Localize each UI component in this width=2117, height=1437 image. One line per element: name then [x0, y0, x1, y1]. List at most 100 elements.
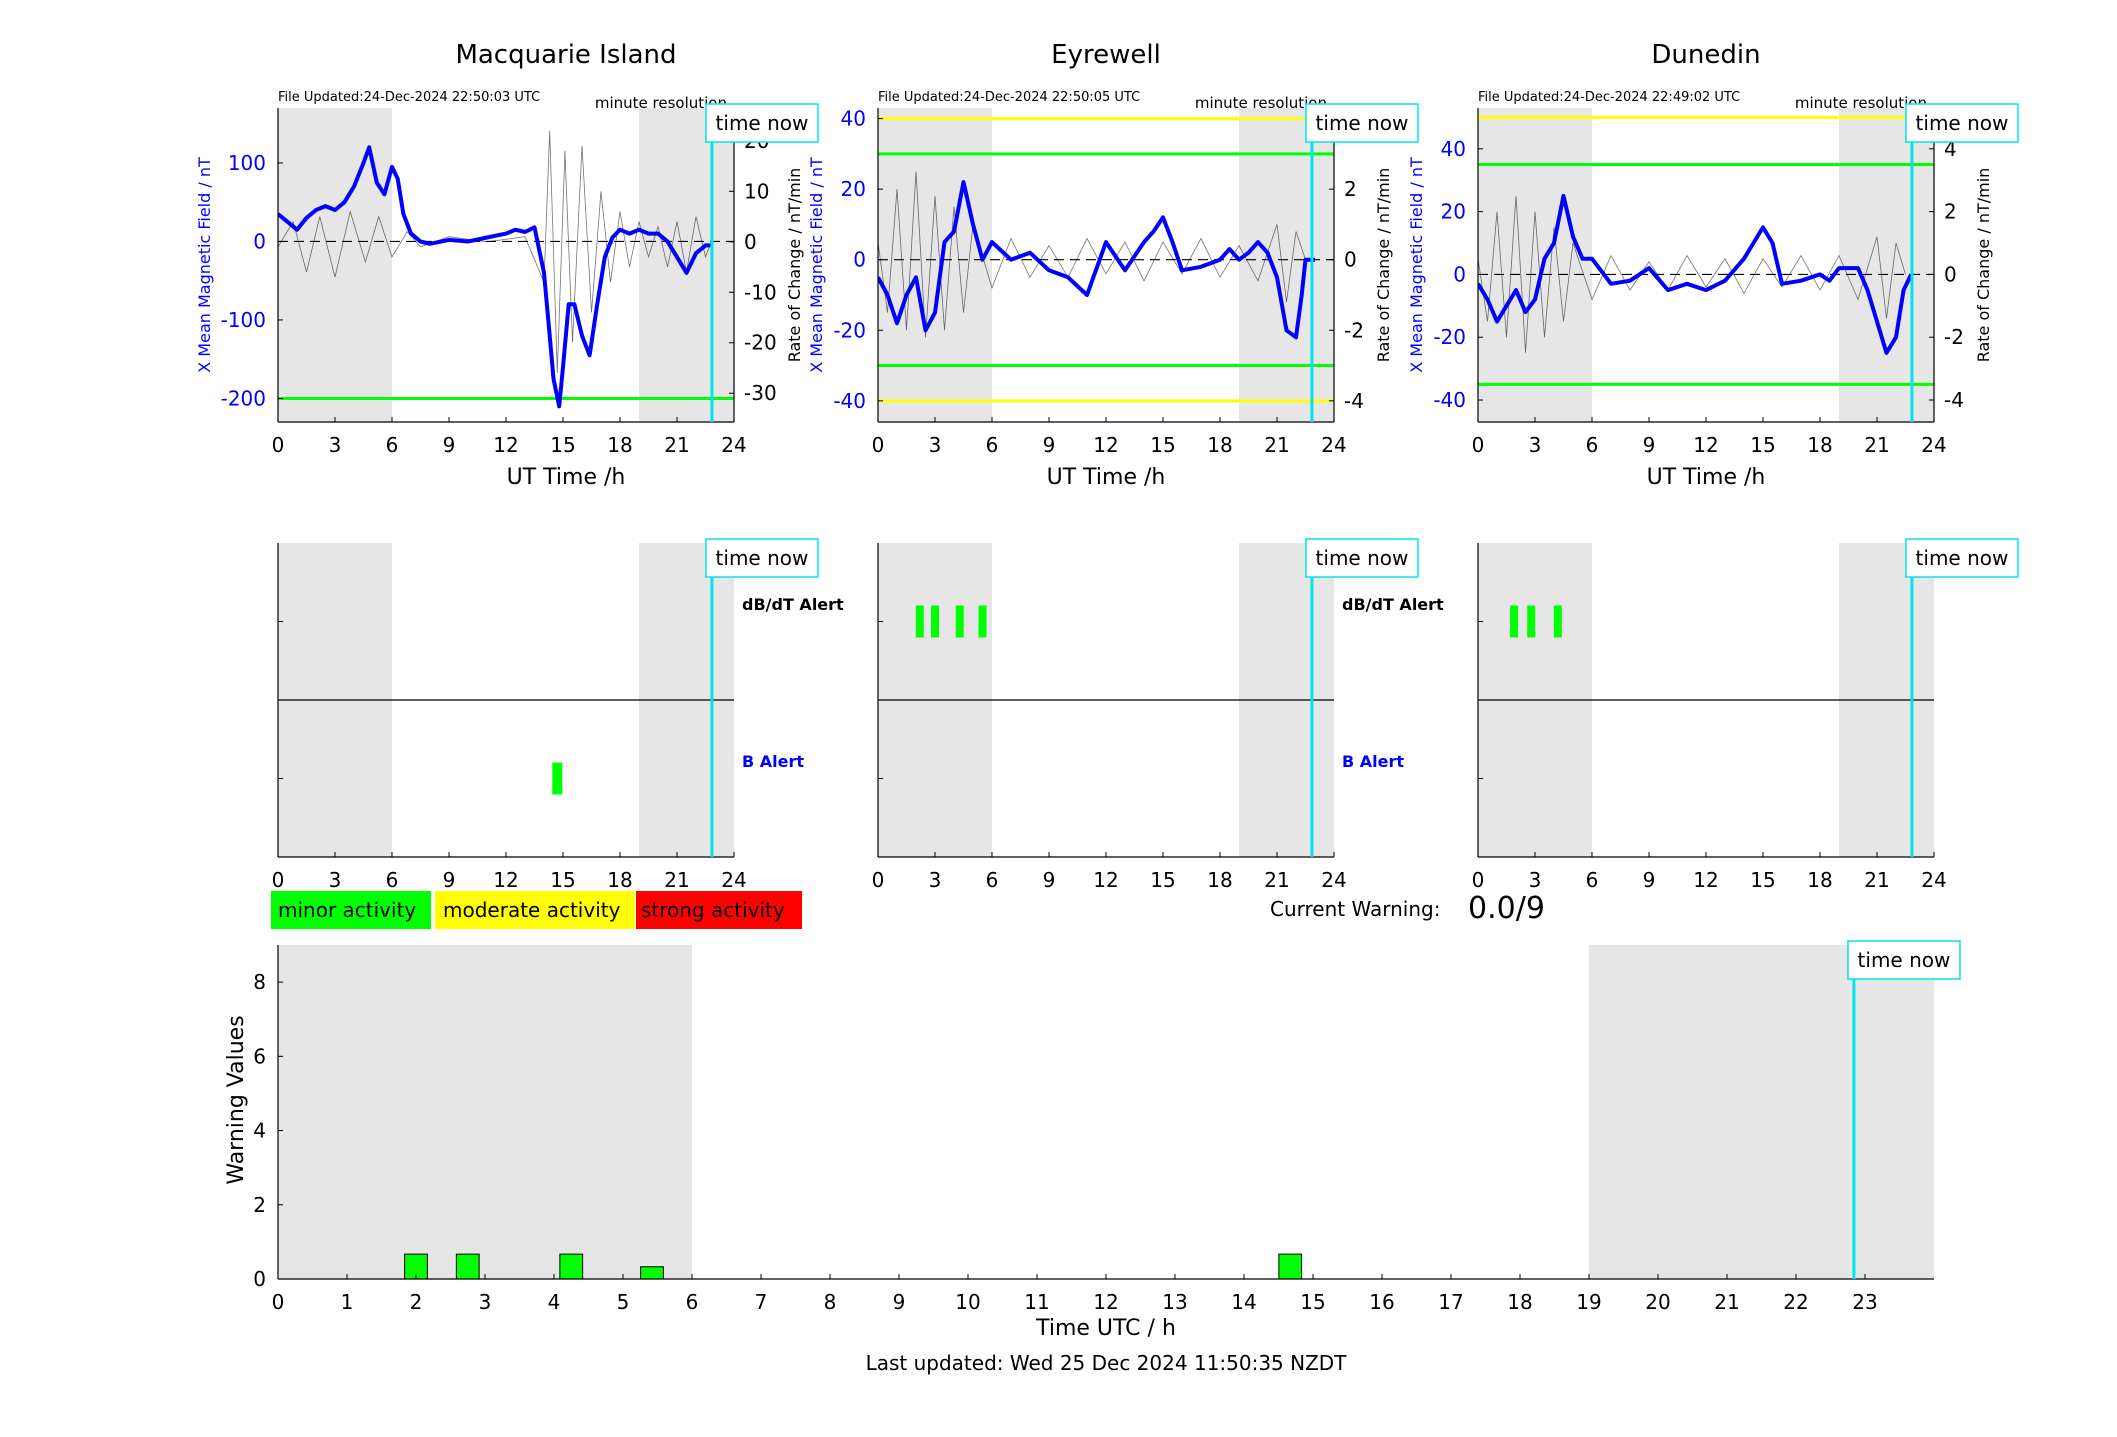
- x-tick-label: 4: [548, 1290, 561, 1314]
- x-axis-label: UT Time /h: [1647, 465, 1766, 490]
- y-right-tick-label: -2: [1944, 325, 1964, 349]
- night-band: [878, 108, 992, 422]
- warning-values-chart: 0 1 2 3 4 5 6 7 8 9 10 11 12 13 14 15 16 17 18 19 20 21 22 2302…: [224, 940, 1961, 1341]
- x-tick-label: 15: [1150, 868, 1175, 892]
- x-tick-label: 6: [386, 433, 399, 457]
- x-tick-label: 0: [272, 868, 285, 892]
- x-tick-label: 9: [443, 868, 456, 892]
- y-left-tick-label: -20: [833, 318, 866, 342]
- x-axis-label: UT Time /h: [1047, 465, 1166, 490]
- b-alert-label: B Alert: [742, 752, 804, 771]
- x-tick-label: 21: [1714, 1290, 1739, 1314]
- night-band: [639, 108, 734, 422]
- y-tick-label: 0: [253, 1267, 266, 1291]
- x-tick-label: 21: [664, 868, 689, 892]
- y-right-tick-label: -4: [1944, 388, 1964, 412]
- y-left-tick-label: 100: [228, 151, 266, 175]
- x-axis-label: Time UTC / h: [1035, 1316, 1176, 1341]
- y-right-tick-label: 2: [1944, 200, 1957, 224]
- x-tick-label: 0: [272, 1290, 285, 1314]
- y-right-tick-label: -4: [1344, 389, 1364, 413]
- time-now-marker: time now: [1305, 538, 1419, 857]
- x-tick-label: 9: [1043, 433, 1056, 457]
- night-band: [1589, 945, 1934, 1279]
- x-tick-label: 3: [479, 1290, 492, 1314]
- panel-title: Macquarie Island: [455, 40, 676, 70]
- x-tick-label: 12: [493, 433, 518, 457]
- dbdt-alert-mark: [1527, 605, 1536, 638]
- x-tick-label: 18: [607, 868, 632, 892]
- x-tick-label: 24: [1321, 433, 1346, 457]
- activity-legend: minor activity moderate activity strong …: [271, 891, 802, 929]
- rate-of-change-line: [278, 130, 712, 374]
- x-tick-label: 3: [329, 433, 342, 457]
- warning-bar: [1278, 1253, 1303, 1280]
- x-tick-label: 2: [410, 1290, 423, 1314]
- dbdt-alert-mark: [915, 605, 924, 638]
- dunedin-magnetic-panel: Dunedin File Updated:24-Dec-2024 22:49:0…: [1407, 40, 2019, 490]
- file-updated-text: File Updated:24-Dec-2024 22:50:03 UTC: [278, 90, 540, 105]
- night-band: [278, 945, 692, 1279]
- x-tick-label: 24: [721, 433, 746, 457]
- x-tick-label: 1: [341, 1290, 354, 1314]
- dbdt-alert-label: dB/dT Alert: [1342, 595, 1444, 614]
- x-tick-label: 21: [664, 433, 689, 457]
- time-now-box: [705, 538, 819, 578]
- x-tick-label: 6: [386, 868, 399, 892]
- y-left-tick-label: 40: [1441, 137, 1466, 161]
- y-left-tick-label: 0: [253, 229, 266, 253]
- time-now-marker: time now: [1847, 940, 1961, 1279]
- y-left-axis-label: X Mean Magnetic Field / nT: [195, 157, 214, 373]
- resolution-text: minute resolution: [1195, 94, 1327, 112]
- y-right-tick-label: -10: [744, 280, 777, 304]
- time-now-marker: time now: [1905, 103, 2019, 422]
- time-now-box: [1305, 538, 1419, 578]
- y-left-tick-label: -40: [1433, 388, 1466, 412]
- dbdt-alert-label: dB/dT Alert: [742, 595, 844, 614]
- x-tick-label: 18: [1507, 1290, 1532, 1314]
- x-tick-label: 3: [1529, 433, 1542, 457]
- time-now-label: time now: [1858, 948, 1951, 972]
- time-now-box: [1905, 103, 2019, 143]
- x-tick-label: 0: [1472, 868, 1485, 892]
- y-tick-label: 2: [253, 1193, 266, 1217]
- warning-bar: [455, 1253, 480, 1280]
- tick-labels: 0 1 2 3 4 5 6 7 8 9 10 11 12 13 14 15 16 17 18 19 20 21 22 2302…: [253, 970, 1877, 1314]
- y-left-axis-label: X Mean Magnetic Field / nT: [1407, 157, 1426, 373]
- x-tick-label: 15: [1150, 433, 1175, 457]
- panel-title: Dunedin: [1651, 40, 1760, 70]
- rate-of-change-line: [1478, 195, 1906, 353]
- y-tick-label: 8: [253, 970, 266, 994]
- x-tick-label: 0: [272, 433, 285, 457]
- x-tick-label: 18: [1207, 433, 1232, 457]
- dbdt-alert-mark: [1553, 605, 1562, 638]
- y-left-tick-label: -40: [833, 389, 866, 413]
- x-tick-label: 18: [1807, 433, 1832, 457]
- x-tick-label: 9: [443, 433, 456, 457]
- night-band: [1839, 108, 1934, 422]
- x-tick-label: 24: [721, 868, 746, 892]
- legend-moderate-label: moderate activity: [443, 898, 621, 922]
- y-right-axis-label: Rate of Change / nT/min: [785, 168, 804, 363]
- y-right-axis-label: Rate of Change / nT/min: [1974, 168, 1993, 363]
- time-now-label: time now: [1916, 546, 2009, 570]
- series-group: [878, 171, 1334, 340]
- x-tick-label: 9: [893, 1290, 906, 1314]
- x-tick-label: 18: [1207, 868, 1232, 892]
- y-right-tick-label: 10: [744, 179, 769, 203]
- x-tick-label: 3: [929, 868, 942, 892]
- y-left-tick-label: 0: [1453, 262, 1466, 286]
- series-group: [278, 130, 734, 409]
- x-tick-label: 13: [1162, 1290, 1187, 1314]
- macquarie-island-alert-panel: 0 3 6 9 12 15 18 21 24 time now dB/dT Alert B Al…: [272, 538, 844, 892]
- x-mean-field-line: [1478, 193, 1914, 355]
- x-tick-label: 12: [1693, 433, 1718, 457]
- legend-minor-swatch: [271, 891, 431, 929]
- y-right-tick-label: 0: [744, 230, 757, 254]
- x-tick-label: 12: [493, 868, 518, 892]
- dbdt-alert-mark: [931, 605, 939, 638]
- y-right-tick-label: 4: [1944, 137, 1957, 161]
- b-alert-label: B Alert: [1342, 752, 1404, 771]
- x-tick-label: 21: [1264, 433, 1289, 457]
